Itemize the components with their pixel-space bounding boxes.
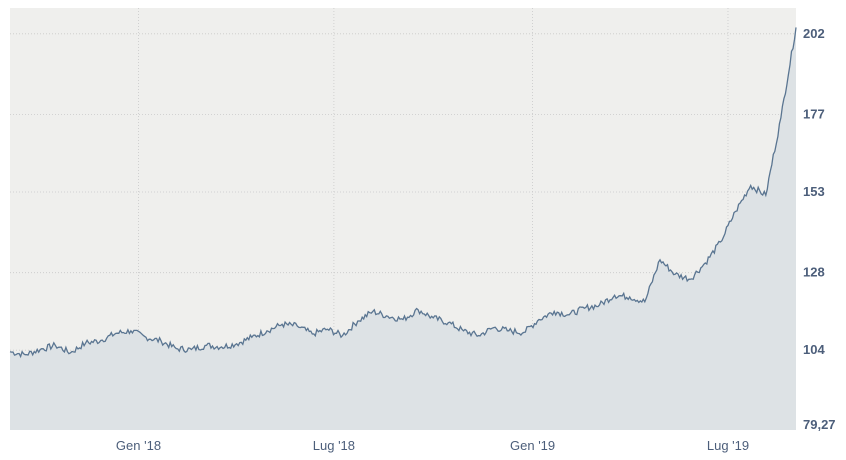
y-tick-label: 177 [803,107,825,122]
y-tick-label: 128 [803,265,825,280]
y-tick-label: 104 [803,342,825,357]
x-tick-label: Lug '19 [707,438,749,453]
x-tick-label: Lug '18 [313,438,355,453]
x-tick-label: Gen '18 [116,438,161,453]
x-axis-ticks: Gen '18 Lug '18 Gen '19 Lug '19 [116,438,749,453]
series-line [9,27,797,359]
series-area [10,27,796,431]
y-tick-label: 79,27 [803,417,836,432]
y-tick-label: 153 [803,184,825,199]
y-axis-ticks: 79,27 104 128 153 177 202 [803,26,836,432]
y-tick-label: 202 [803,26,825,41]
x-tick-label: Gen '19 [510,438,555,453]
